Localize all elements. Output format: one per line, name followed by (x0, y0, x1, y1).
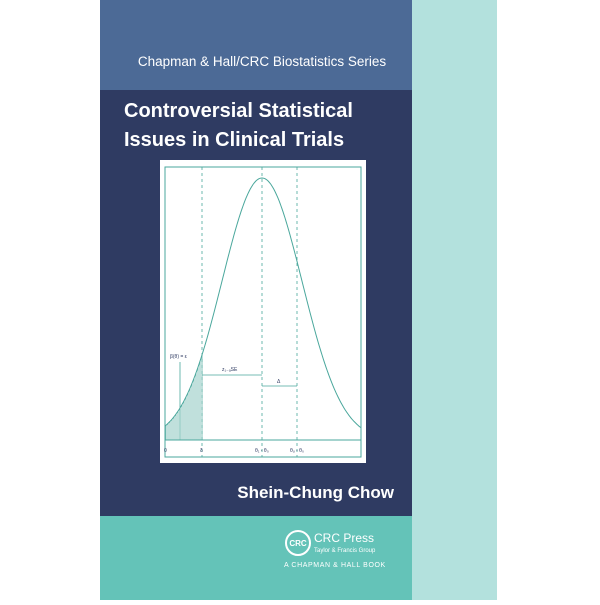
publisher-name: CRC Press (314, 531, 374, 545)
spine (412, 0, 497, 600)
top-band (100, 0, 412, 90)
series-name: Chapman & Hall/CRC Biostatistics Series (138, 54, 387, 69)
figure-border (164, 166, 362, 458)
publisher-logo-ring (285, 530, 311, 556)
publisher-group: Taylor & Francis Group (314, 548, 376, 554)
figure-label: Δ (277, 379, 281, 385)
figure-frame (160, 160, 366, 463)
publisher-imprint: A CHAPMAN & HALL BOOK (284, 562, 386, 569)
figure-label: β(θ) = ε (170, 354, 188, 360)
figure-label: θ₁ - θ₀ (255, 448, 269, 454)
figure-label: 0 (164, 448, 167, 454)
publisher-logo: CRC (289, 539, 307, 548)
bottom-band (100, 516, 412, 600)
figure-label: θᵤ - θ₀ (290, 448, 304, 454)
cover-figure: β(θ) = ε z₁₋ₐSE Δ 0 δ θ₁ - θ₀ θᵤ - θ₀ (160, 160, 366, 463)
figure-label: δ (200, 448, 203, 454)
figure-label: z₁₋ₐSE (222, 367, 238, 373)
title-line: Controversial Statistical (124, 100, 353, 122)
author: Shein-Chung Chow (237, 483, 395, 502)
title-line: Issues in Clinical Trials (124, 129, 344, 151)
